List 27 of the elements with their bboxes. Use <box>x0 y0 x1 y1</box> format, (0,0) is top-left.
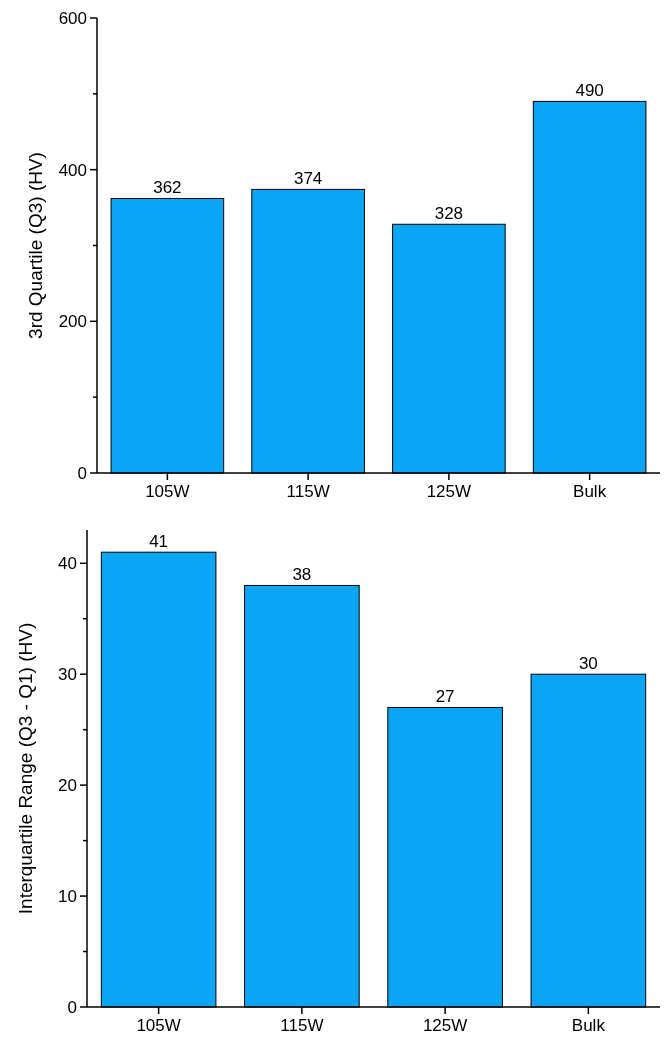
y-tick-label: 0 <box>67 997 77 1017</box>
data-label: 328 <box>434 204 464 224</box>
x-tick-label: 115W <box>286 482 330 501</box>
y-tick-label: 30 <box>58 665 77 685</box>
data-label: 362 <box>153 178 182 198</box>
y-tick-label: 10 <box>58 887 77 907</box>
data-label: 41 <box>149 532 169 552</box>
y-tick-label: 40 <box>58 554 77 574</box>
x-tick-label: Bulk <box>573 482 607 501</box>
data-label: 374 <box>293 169 323 189</box>
y-tick-label: 200 <box>58 312 87 332</box>
y-tick-label: 600 <box>58 8 87 28</box>
y-axis-title: 3rd Quartile (Q3) (HV) <box>25 152 46 339</box>
data-label: 490 <box>575 81 604 101</box>
y-tick-label: 400 <box>58 160 87 180</box>
x-tick-label: 115W <box>280 1016 324 1035</box>
y-tick-label: 20 <box>58 776 77 796</box>
x-tick-label: 105W <box>145 482 190 501</box>
y-axis-title: Interquartile Range (Q3 - Q1) (HV) <box>15 622 36 915</box>
x-tick-label: Bulk <box>571 1016 606 1035</box>
data-label: 30 <box>578 654 598 674</box>
x-tick-label: 105W <box>136 1016 181 1035</box>
x-tick-label: 125W <box>426 482 472 501</box>
x-tick-label: 125W <box>422 1016 468 1035</box>
data-label: 38 <box>292 565 312 585</box>
data-label: 27 <box>435 687 455 707</box>
y-tick-label: 0 <box>77 463 87 483</box>
